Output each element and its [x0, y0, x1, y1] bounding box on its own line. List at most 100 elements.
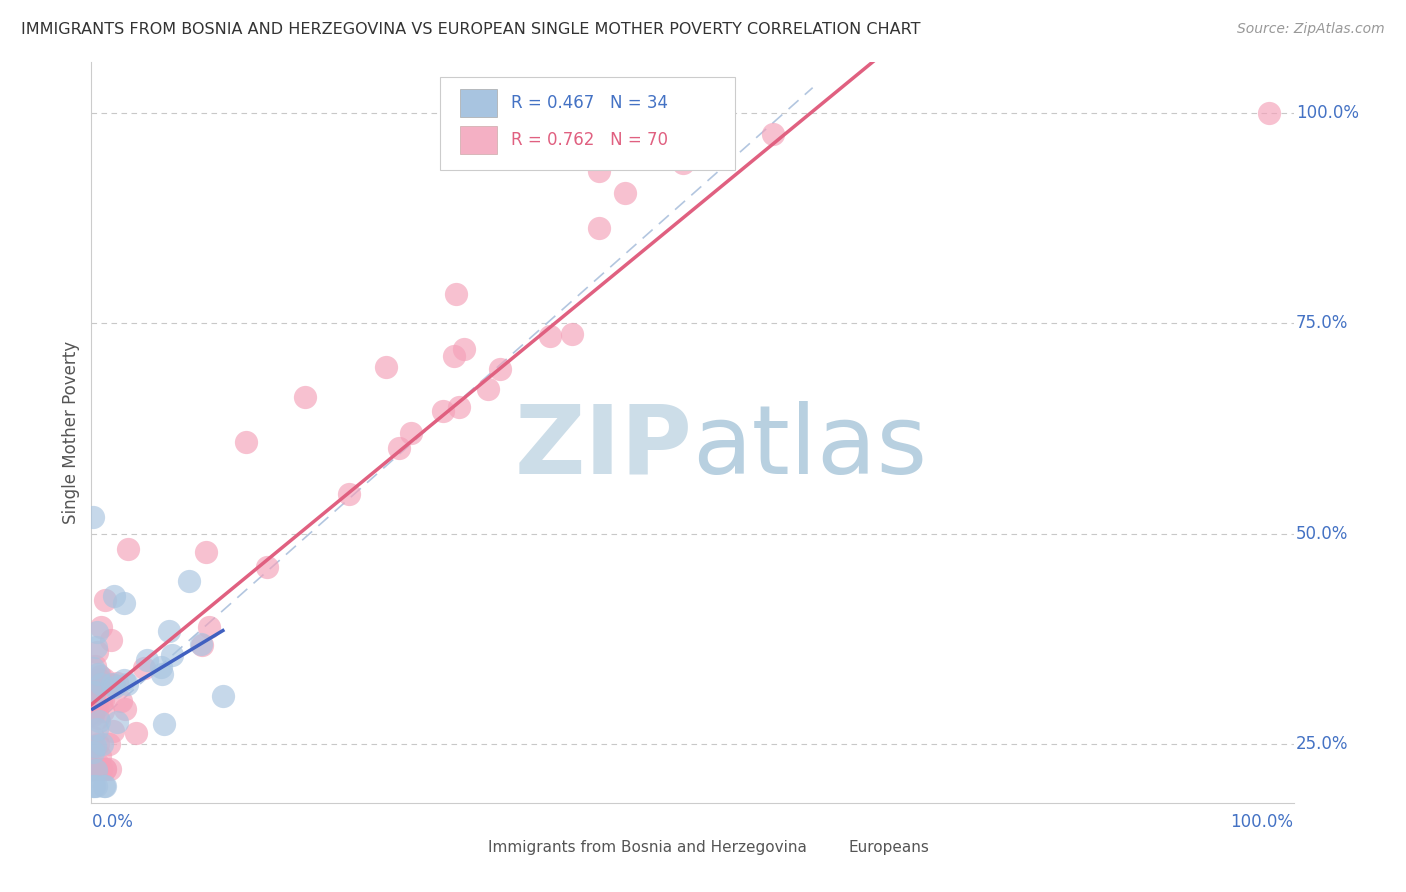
Point — [449, 401, 471, 415]
Point — [103, 680, 125, 694]
Text: 50.0%: 50.0% — [1296, 524, 1348, 542]
Point — [91, 738, 114, 752]
Text: Europeans: Europeans — [849, 839, 929, 855]
Text: R = 0.762   N = 70: R = 0.762 N = 70 — [510, 131, 668, 149]
Text: Source: ZipAtlas.com: Source: ZipAtlas.com — [1237, 22, 1385, 37]
Point — [84, 762, 107, 776]
Point — [1258, 106, 1281, 120]
FancyBboxPatch shape — [460, 89, 496, 117]
Point — [101, 723, 124, 738]
Point — [112, 596, 135, 610]
Point — [256, 560, 278, 574]
Point — [89, 677, 111, 691]
Point — [84, 697, 107, 711]
Text: 0.0%: 0.0% — [91, 813, 134, 830]
Point — [82, 707, 104, 722]
Point — [82, 762, 104, 776]
Point — [82, 706, 104, 720]
Point — [87, 667, 110, 681]
FancyBboxPatch shape — [813, 836, 839, 859]
Point — [588, 221, 610, 235]
Point — [83, 658, 105, 673]
Point — [191, 639, 214, 653]
Point — [112, 673, 135, 688]
Text: 100.0%: 100.0% — [1296, 104, 1360, 122]
Point — [125, 726, 148, 740]
Point — [89, 669, 111, 683]
Point — [136, 653, 159, 667]
Point — [83, 684, 105, 698]
Point — [87, 711, 110, 725]
Y-axis label: Single Mother Poverty: Single Mother Poverty — [62, 341, 80, 524]
Point — [84, 764, 107, 778]
Point — [86, 625, 108, 640]
Point — [103, 589, 125, 603]
Point — [399, 425, 422, 440]
Point — [149, 659, 172, 673]
FancyBboxPatch shape — [440, 78, 734, 169]
Point — [82, 762, 104, 776]
Point — [98, 737, 121, 751]
Point — [82, 762, 104, 776]
Point — [90, 762, 112, 776]
Point — [86, 699, 108, 714]
Point — [132, 661, 155, 675]
Point — [337, 487, 360, 501]
Point — [294, 390, 316, 404]
Point — [84, 779, 107, 793]
Point — [86, 722, 108, 736]
Point — [82, 745, 104, 759]
Point — [82, 509, 104, 524]
Point — [762, 127, 785, 141]
Point — [198, 620, 221, 634]
Point — [83, 779, 105, 793]
Text: 100.0%: 100.0% — [1230, 813, 1294, 830]
Point — [190, 637, 212, 651]
Point — [477, 382, 499, 396]
FancyBboxPatch shape — [451, 836, 478, 859]
Point — [374, 359, 396, 374]
Text: 25.0%: 25.0% — [1296, 735, 1348, 753]
Point — [87, 737, 110, 751]
Point — [117, 677, 139, 691]
Point — [82, 661, 104, 675]
Point — [87, 714, 110, 728]
Text: atlas: atlas — [692, 401, 928, 494]
Point — [110, 694, 132, 708]
Point — [444, 287, 467, 301]
Text: Immigrants from Bosnia and Herzegovina: Immigrants from Bosnia and Herzegovina — [488, 839, 807, 855]
Point — [117, 541, 139, 556]
Point — [94, 779, 117, 793]
Point — [83, 683, 105, 698]
FancyBboxPatch shape — [460, 126, 496, 154]
Point — [652, 112, 675, 126]
Point — [613, 186, 636, 200]
Point — [87, 757, 110, 772]
Point — [443, 349, 465, 363]
Point — [160, 648, 183, 663]
Point — [84, 762, 107, 776]
Point — [100, 677, 122, 691]
Point — [153, 717, 176, 731]
Point — [91, 692, 114, 706]
Point — [672, 156, 695, 170]
Point — [195, 545, 218, 559]
Point — [86, 640, 108, 654]
Point — [82, 690, 104, 704]
Point — [90, 619, 112, 633]
Point — [212, 690, 235, 704]
Point — [103, 678, 125, 692]
Point — [561, 327, 583, 342]
Point — [94, 593, 117, 607]
Point — [235, 434, 257, 449]
Point — [86, 762, 108, 776]
Point — [90, 677, 112, 691]
Text: R = 0.467   N = 34: R = 0.467 N = 34 — [510, 95, 668, 112]
Point — [114, 702, 136, 716]
Point — [93, 672, 115, 686]
Point — [588, 164, 610, 178]
Point — [98, 762, 121, 776]
Point — [82, 730, 104, 744]
Point — [84, 739, 107, 753]
Point — [177, 574, 200, 589]
